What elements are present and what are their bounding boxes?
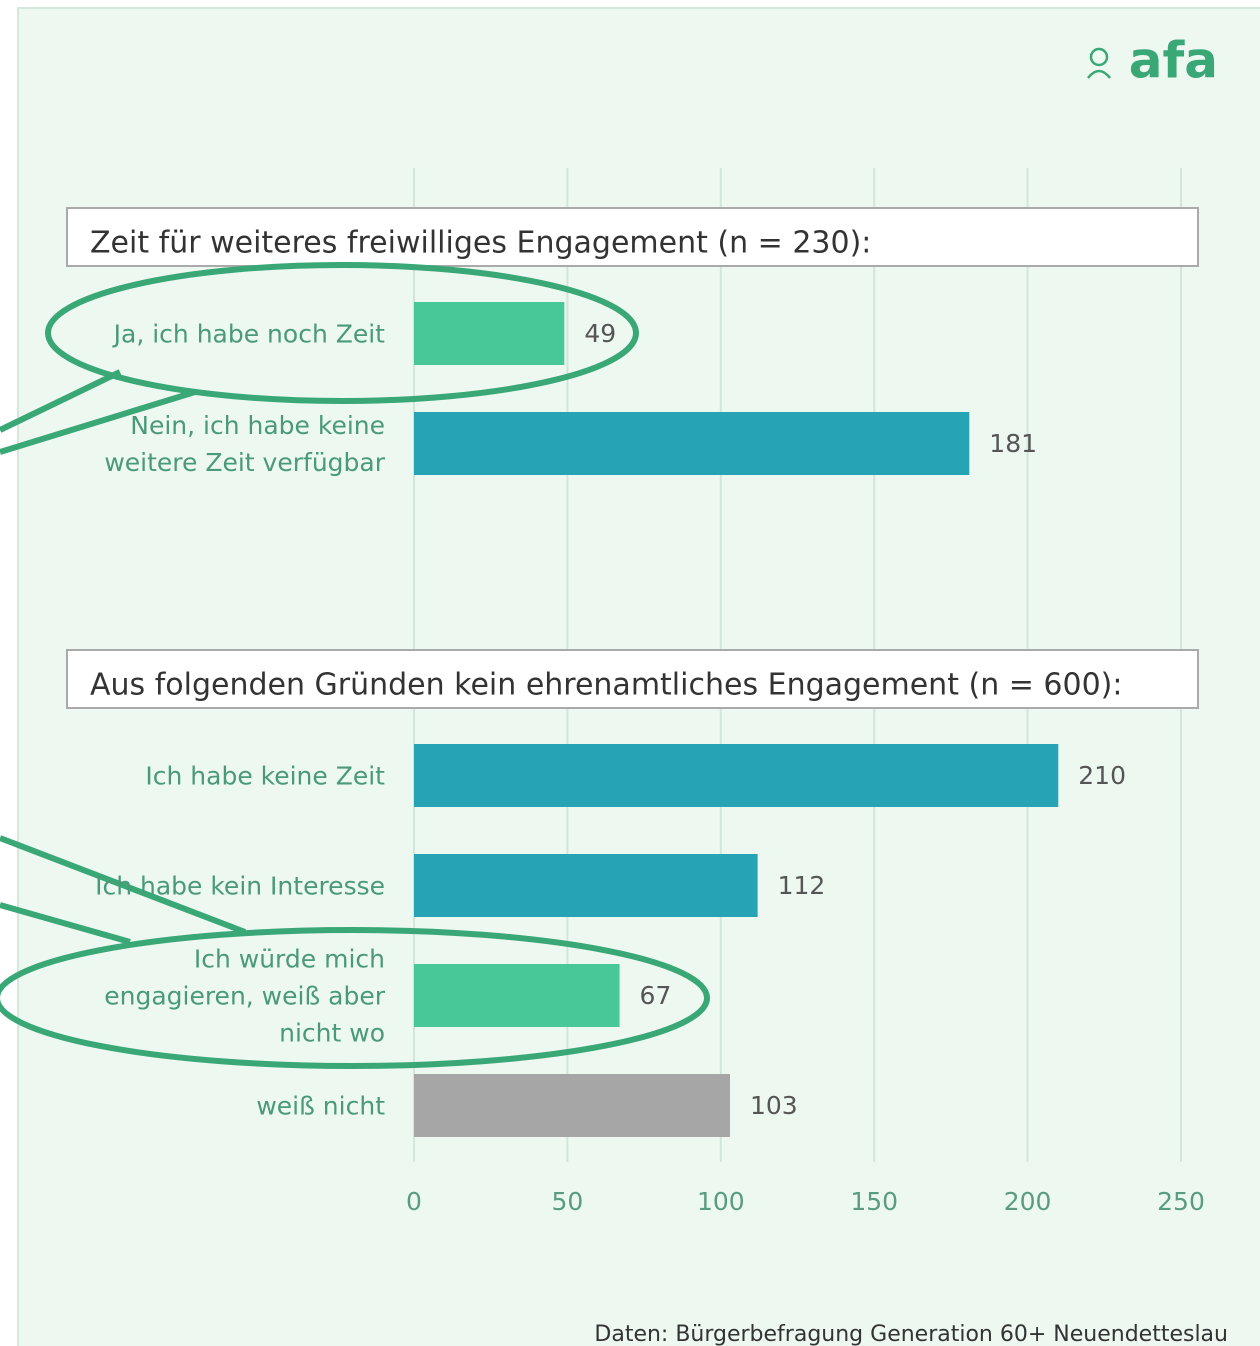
callout-tail — [0, 835, 247, 945]
x-tick-label: 150 — [850, 1187, 898, 1216]
logo-icon — [1087, 47, 1111, 79]
x-tick-label: 250 — [1157, 1187, 1205, 1216]
callouts — [0, 262, 710, 1069]
category-label: Ich habe keine Zeit — [145, 761, 385, 791]
category-label: Ich würde mich engagieren, weiß aber nic… — [104, 944, 385, 1048]
value-label: 210 — [1078, 761, 1126, 790]
category-label: Nein, ich habe keine weitere Zeit verfüg… — [104, 411, 385, 477]
value-label: 112 — [778, 871, 826, 900]
callout-ellipse — [0, 927, 710, 1069]
bar — [414, 302, 565, 365]
bar — [414, 854, 758, 917]
x-tick-label: 200 — [1004, 1187, 1052, 1216]
source: Daten: Bürgerbefragung Generation 60+ Ne… — [594, 1322, 1228, 1346]
bar — [414, 1074, 731, 1137]
group-title-box — [66, 649, 1199, 709]
category-label: weiß nicht — [256, 1091, 385, 1121]
x-tick-label: 100 — [697, 1187, 745, 1216]
bar — [414, 744, 1059, 807]
bar — [414, 964, 620, 1027]
value-label: 49 — [584, 319, 616, 348]
group-title: Zeit für weiteres freiwilliges Engagemen… — [90, 226, 871, 261]
callout-tail — [0, 369, 196, 455]
group-title: Aus folgenden Gründen kein ehrenamtliche… — [90, 668, 1123, 703]
x-tick-label: 0 — [406, 1187, 422, 1216]
value-label: 103 — [750, 1091, 798, 1120]
value-label: 67 — [640, 981, 672, 1010]
bar — [414, 412, 970, 475]
group-title-box — [66, 207, 1199, 267]
logo: afa — [1129, 32, 1218, 90]
x-tick-label: 50 — [551, 1187, 583, 1216]
value-label: 181 — [989, 429, 1037, 458]
category-label: Ich habe kein Interesse — [95, 871, 385, 901]
category-label: Ja, ich habe noch Zeit — [113, 319, 385, 349]
callout-ellipse — [45, 262, 639, 404]
